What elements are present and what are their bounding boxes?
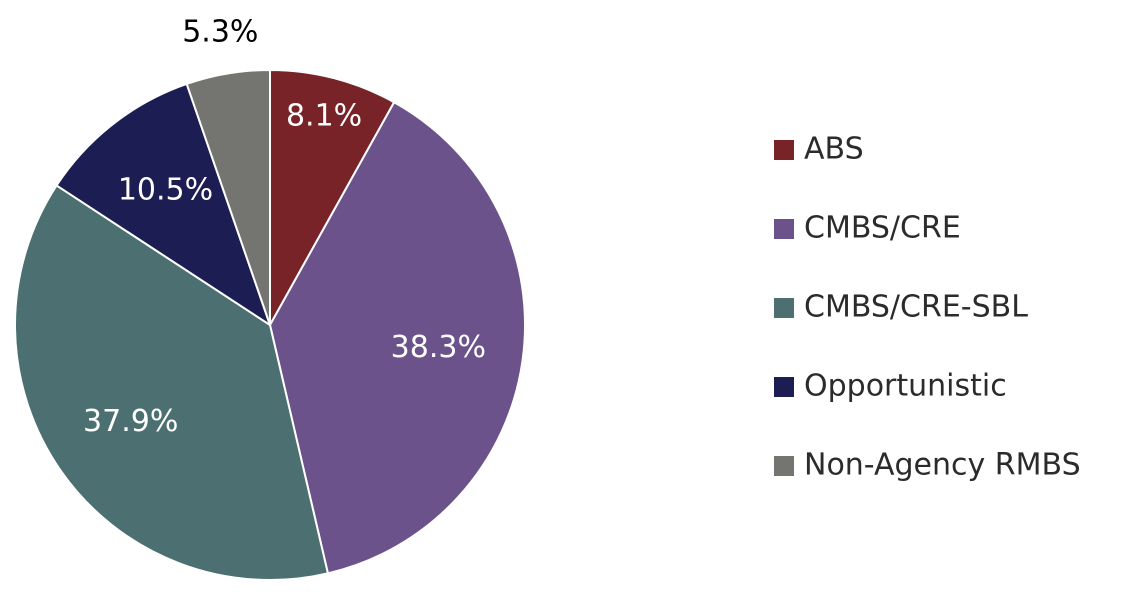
legend-item-non-agency-rmbs: Non-Agency RMBS [774, 448, 1081, 483]
legend-swatch-cmbs-cre-sbl [774, 298, 794, 318]
legend-item-abs: ABS [774, 132, 864, 167]
legend-label-non-agency-rmbs: Non-Agency RMBS [804, 448, 1081, 483]
pie-slice-label-abs: 8.1% [286, 98, 362, 133]
legend-item-cmbs-cre: CMBS/CRE [774, 211, 961, 246]
legend-swatch-non-agency-rmbs [774, 456, 794, 476]
pie-slice-non-agency-rmbs [185, 69, 271, 326]
legend-item-cmbs-cre-sbl: CMBS/CRE-SBL [774, 290, 1028, 325]
pie-slices [14, 69, 526, 581]
pie-slice-opportunistic [55, 82, 271, 326]
legend-swatch-cmbs-cre [774, 219, 794, 239]
legend-swatch-abs [774, 140, 794, 160]
legend-label-opportunistic: Opportunistic [804, 369, 1007, 404]
legend-label-abs: ABS [804, 132, 864, 167]
pie-slice-abs [269, 69, 396, 326]
pie-slice-cmbs-cre-sbl [14, 184, 329, 581]
pie-slice-label-non-agency-rmbs: 5.3% [182, 15, 258, 50]
pie-slice-label-cmbs-cre: 38.3% [391, 330, 486, 365]
pie-slice-label-opportunistic: 10.5% [118, 172, 213, 207]
legend-item-opportunistic: Opportunistic [774, 369, 1007, 404]
legend-label-cmbs-cre-sbl: CMBS/CRE-SBL [804, 290, 1028, 325]
pie-slice-labels: 8.1% 38.3% 37.9% 10.5% 5.3% [83, 15, 486, 439]
pie-slice-label-cmbs-cre-sbl: 37.9% [83, 404, 178, 439]
legend-swatch-opportunistic [774, 377, 794, 397]
legend: ABS CMBS/CRE CMBS/CRE-SBL Opportunistic Non-… [774, 132, 1081, 483]
legend-label-cmbs-cre: CMBS/CRE [804, 211, 961, 246]
pie-slice-cmbs-cre [269, 101, 526, 575]
